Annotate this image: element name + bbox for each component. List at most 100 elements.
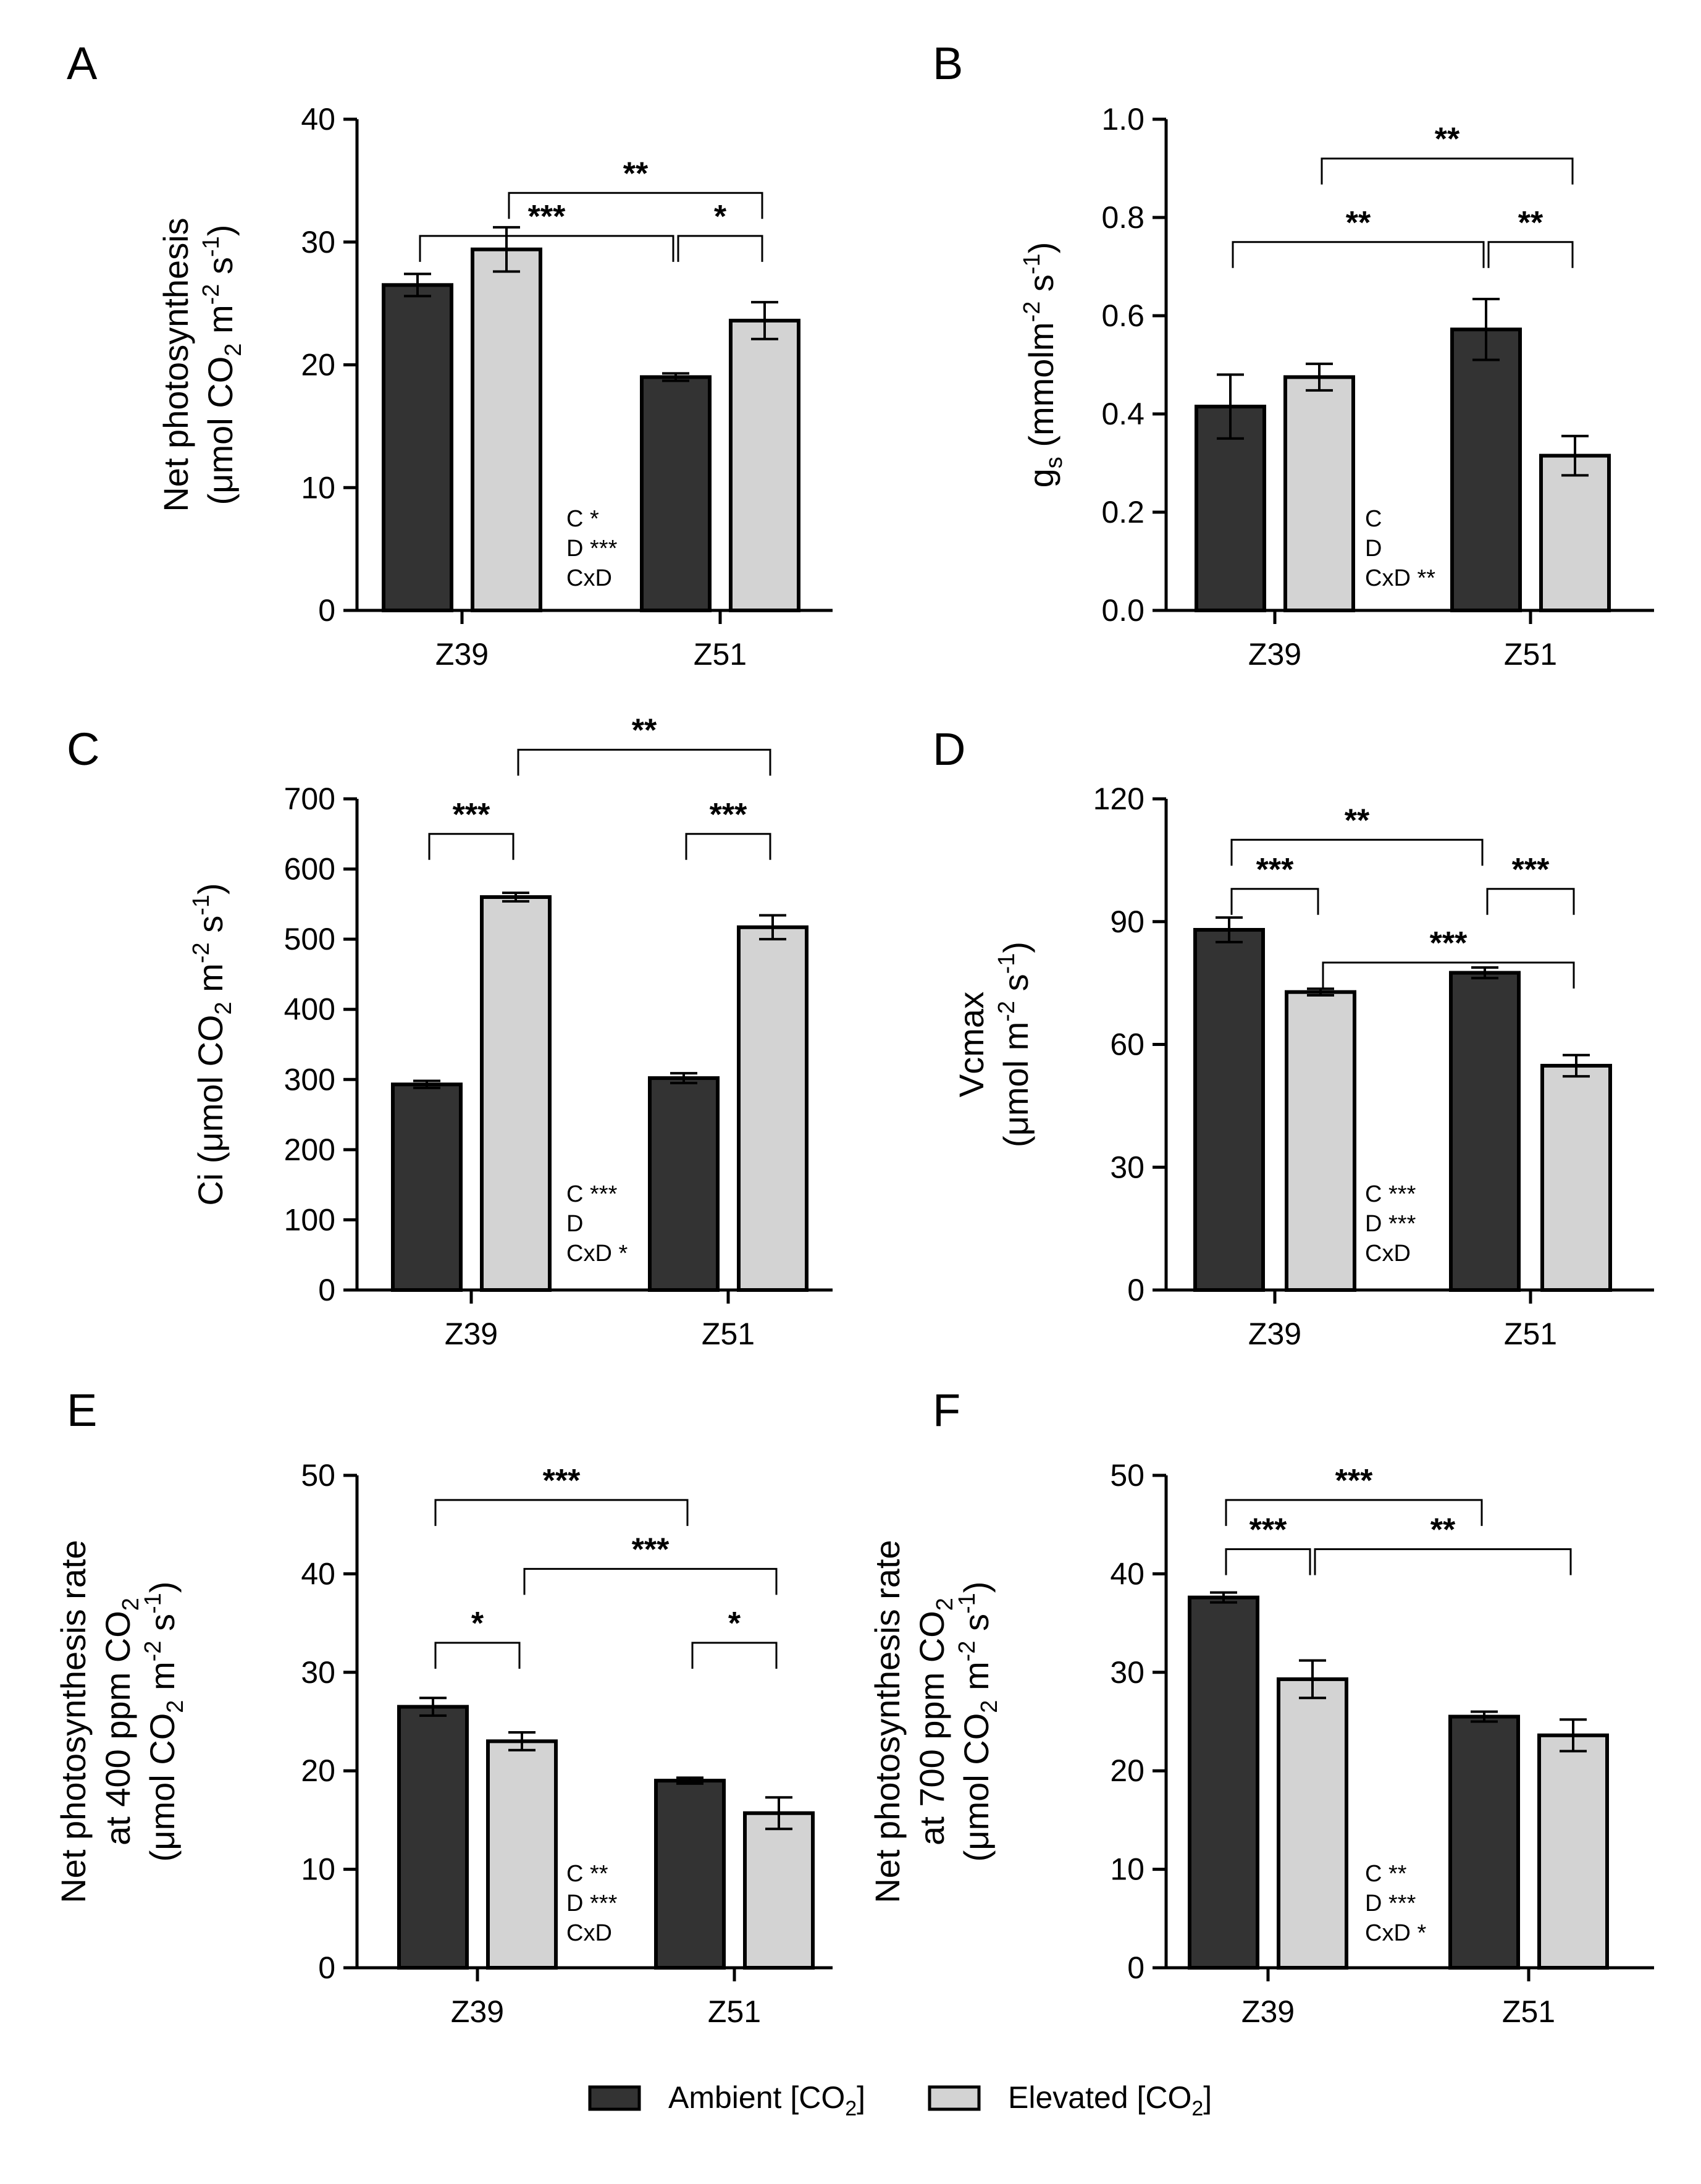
y-tick-label: 500	[284, 922, 335, 956]
y-tick-label: 30	[1110, 1150, 1144, 1184]
y-axis-label: Net photosynthesis (μmol CO2 m-2 s-1)	[156, 217, 246, 512]
significance-label: ***	[1335, 1463, 1373, 1499]
bar	[1193, 928, 1265, 1292]
legend-label-ambient: Ambient [CO2]	[668, 2080, 865, 2120]
y-tick-label: 0	[1127, 1273, 1144, 1307]
significance-bracket	[1314, 1548, 1572, 1575]
bar	[1277, 1677, 1348, 1970]
bar	[1450, 327, 1522, 612]
significance-label: *	[728, 1606, 741, 1642]
stats-text: D ***	[566, 536, 618, 562]
panel-letter-e: E	[67, 1385, 97, 1436]
significance-label: *	[714, 199, 727, 235]
significance-bracket	[1321, 158, 1574, 185]
y-tick-label: 20	[301, 348, 335, 382]
y-tick-label: 0	[318, 1950, 335, 1985]
significance-label: ***	[1256, 852, 1294, 888]
y-tick-label: 30	[301, 1655, 335, 1690]
x-tick-label: Z51	[702, 1317, 755, 1351]
bar	[382, 283, 453, 612]
significance-label: ***	[632, 1532, 670, 1567]
bar	[640, 375, 712, 612]
bar	[1537, 1733, 1609, 1970]
bar	[486, 1739, 558, 1970]
bar	[397, 1705, 469, 1970]
y-axis-label: Net photosynthesis rate at 700 ppm CO2(μm…	[868, 1540, 1002, 1903]
y-tick-label: 0.8	[1101, 200, 1144, 235]
panel-letter-f: F	[933, 1385, 960, 1436]
significance-label: **	[1346, 205, 1371, 241]
x-tick-label: Z51	[708, 1994, 761, 2029]
bar	[1195, 405, 1266, 612]
x-tick-label: Z39	[435, 637, 489, 672]
panel-letter-b: B	[933, 38, 963, 89]
legend-swatch-elevated	[928, 2085, 981, 2111]
y-tick-label: 600	[284, 852, 335, 887]
y-tick-label: 20	[301, 1753, 335, 1788]
y-tick-label: 10	[301, 470, 335, 505]
significance-label: ***	[710, 797, 747, 833]
y-tick-label: 10	[1110, 1852, 1144, 1887]
stats-text: CxD	[1365, 1241, 1411, 1267]
y-tick-label: 120	[1093, 782, 1144, 816]
y-axis-label: gs (mmolm-2 s-1)	[1019, 242, 1067, 488]
bar	[743, 1811, 815, 1970]
panel-letter-c: C	[67, 723, 99, 775]
stats-text: D ***	[1365, 1211, 1416, 1237]
stats-text: CxD *	[1365, 1920, 1426, 1946]
bar	[1539, 453, 1611, 613]
significance-bracket	[1230, 888, 1319, 915]
x-tick-label: Z39	[1241, 1994, 1295, 2029]
significance-bracket	[1232, 241, 1485, 268]
significance-label: ***	[1250, 1512, 1287, 1548]
significance-bracket	[434, 1642, 521, 1669]
stats-text: D ***	[566, 1891, 618, 1916]
significance-bracket	[428, 833, 514, 860]
bar	[654, 1779, 726, 1970]
significance-bracket	[1225, 1548, 1311, 1575]
stats-text: CxD	[566, 1920, 612, 1946]
y-axis-label: Vcmax (μmol m-2 s-1)	[952, 942, 1035, 1147]
y-tick-label: 0.4	[1101, 397, 1144, 431]
y-tick-label: 200	[284, 1132, 335, 1167]
panel-letter-d: D	[933, 723, 965, 775]
x-tick-label: Z51	[1504, 1317, 1557, 1351]
stats-text: D	[1365, 536, 1382, 562]
panel-b: B 0.0 0.2 0.4 0.6 0.8 1.0 Z39 Z51 ** ** ** CD CxD ** g…	[933, 38, 1654, 672]
y-axis-label: Net photosynthesis rate at 400 ppm CO2(μm…	[54, 1540, 188, 1903]
significance-bracket	[1322, 961, 1575, 989]
significance-bracket	[508, 192, 763, 219]
significance-bracket	[434, 1499, 689, 1526]
y-tick-label: 30	[1110, 1655, 1144, 1690]
bar	[648, 1076, 720, 1292]
significance-label: *	[471, 1606, 484, 1642]
bar	[471, 247, 542, 612]
significance-label: ***	[528, 199, 566, 235]
significance-bracket	[1230, 838, 1484, 866]
y-tick-label: 40	[301, 102, 335, 137]
legend: Ambient [CO2] Elevated [CO2]	[588, 2080, 1212, 2120]
bar	[1188, 1595, 1259, 1970]
significance-label: **	[1345, 803, 1370, 838]
stats-text: D	[566, 1211, 583, 1237]
significance-label: ***	[1430, 925, 1468, 961]
y-tick-label: 0	[318, 1273, 335, 1307]
bar	[480, 895, 552, 1292]
significance-bracket	[677, 235, 763, 262]
panel-letter-a: A	[67, 38, 98, 89]
stats-text: C	[1365, 506, 1382, 532]
x-tick-label: Z39	[451, 1994, 504, 2029]
y-tick-label: 400	[284, 992, 335, 1027]
stats-text: CxD	[566, 565, 612, 591]
stats-text: CxD *	[566, 1241, 628, 1267]
bar	[1448, 1714, 1520, 1970]
significance-bracket	[1487, 241, 1574, 268]
stats-text: C **	[1365, 1861, 1407, 1887]
y-tick-label: 0.2	[1101, 495, 1144, 529]
significance-bracket	[523, 1567, 778, 1595]
y-tick-label: 700	[284, 782, 335, 816]
